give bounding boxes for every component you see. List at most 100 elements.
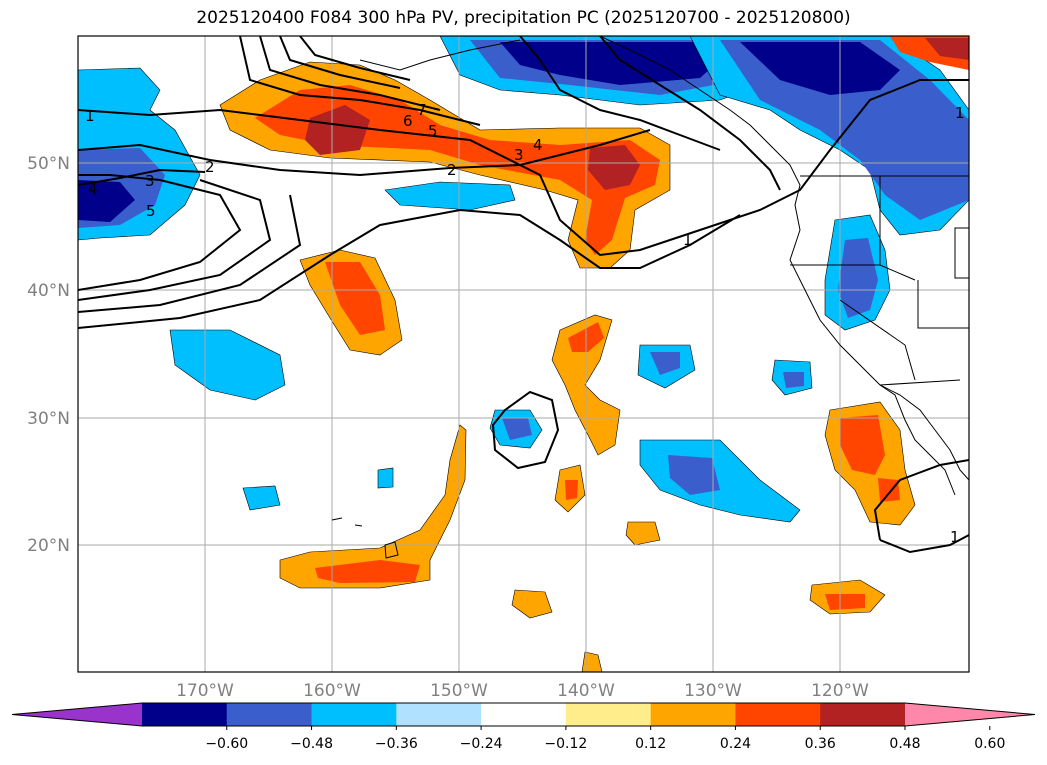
lat-label-30n: 30°N [27, 409, 70, 429]
lon-label-160w: 160°W [303, 681, 361, 701]
lat-label-50n: 50°N [27, 154, 70, 174]
colorbar-bin [650, 703, 736, 726]
contour-label: 1 [85, 107, 95, 125]
pv-contour-south-1 [873, 459, 969, 541]
pos-region-hawaii [279, 424, 467, 589]
colorbar-tick-label: −0.48 [290, 736, 333, 752]
neg-region-157w [377, 467, 394, 489]
contour-label: 6 [403, 112, 413, 130]
map-title: 2025120400 F084 300 hPa PV, precipitatio… [196, 8, 851, 28]
colorbar-extend-high [905, 703, 1035, 726]
pv-contour-3 [78, 168, 206, 186]
contour-label: 3 [514, 146, 524, 164]
colorbar: −0.60 −0.48 −0.36 −0.24 −0.12 0.12 0.24 0.36 0.4… [11, 702, 1036, 752]
colorbar-bin [142, 703, 228, 726]
neg-region-150w [384, 181, 516, 211]
pos-region-hawaii-core [315, 560, 420, 583]
lon-label-130w: 130°W [684, 681, 742, 701]
alaska-coast [359, 39, 521, 71]
neg-region-165w [169, 329, 286, 401]
north-america-coast [599, 36, 969, 481]
colorbar-bin [820, 703, 906, 726]
baja-coast [879, 384, 956, 496]
hawaii-island [384, 541, 399, 559]
neg-region-ne-core [740, 42, 900, 95]
pv-contour-ridge [519, 36, 721, 151]
coastlines [331, 36, 969, 559]
colorbar-bin [565, 703, 652, 726]
contour-label: 7 [417, 101, 427, 119]
neg-region-coast-core [838, 238, 878, 318]
colorbar-tick-label: −0.60 [205, 736, 248, 752]
pv-contour-jet-3 [279, 36, 401, 89]
pv-contour-1 [78, 79, 969, 257]
map-canvas: 1 2 3 4 5 6 7 5 4 3 2 1 1 1 [78, 36, 969, 672]
colorbar-bin [396, 703, 482, 726]
colorbar-bin [226, 703, 313, 726]
colorbar-tick-label: 0.36 [805, 736, 836, 752]
colorbar-tick-label: −0.36 [375, 736, 418, 752]
contour-label: 5 [428, 122, 438, 140]
pv-contours [78, 36, 969, 554]
neg-region-168w [242, 485, 281, 511]
colorbar-tick-label: 0.24 [720, 736, 751, 752]
colorbar-tick-label: 0.60 [974, 736, 1005, 752]
colorbar-bin [481, 703, 567, 726]
longitude-labels: 170°W 160°W 150°W 140°W 130°W 120°W [176, 681, 869, 701]
neg-region-135w-core [650, 352, 680, 375]
contour-label: 1 [683, 231, 693, 249]
pos-region-118w-core [840, 415, 885, 475]
pv-contour-west-2 [78, 179, 272, 301]
pos-region-121w-core [825, 594, 865, 610]
colorbar-bin [735, 703, 821, 726]
pos-region-ne-core [925, 38, 969, 60]
colorbar-tick-label: −0.12 [544, 736, 587, 752]
colorbar-extend-low [12, 703, 142, 726]
contour-label: 1 [950, 528, 960, 546]
state-line-5 [954, 227, 969, 279]
contour-label: 3 [145, 172, 155, 190]
neg-region-123w-core [783, 372, 804, 388]
state-line-2 [879, 176, 916, 281]
colorbar-bin [311, 703, 397, 726]
pv-contour-jet-4 [299, 36, 411, 81]
neg-region-145w-core [502, 418, 532, 440]
contour-label: 1 [955, 104, 965, 122]
pv-contour-west-3 [78, 194, 302, 313]
colorbar-tick-label: 0.12 [635, 736, 666, 752]
pv-contour-south-2 [879, 534, 969, 554]
state-line-4 [917, 280, 969, 329]
pv-contour-2 [78, 129, 651, 177]
contour-labels: 1 2 3 4 5 6 7 5 4 3 2 1 1 1 [85, 101, 965, 546]
map-frame [77, 35, 970, 673]
mexico-border [879, 379, 961, 386]
neg-region-130w-core [668, 455, 720, 495]
contour-label: 2 [447, 161, 457, 179]
pv-contour-jet-1 [239, 36, 481, 126]
pos-region-160w-core [325, 262, 385, 335]
contour-label: 5 [146, 202, 156, 220]
colorbar-tick-label: −0.24 [460, 736, 503, 752]
lat-label-20n: 20°N [27, 536, 70, 556]
state-line-3 [839, 299, 916, 381]
lon-label-150w: 150°W [430, 681, 488, 701]
pos-region-142w-core [565, 480, 578, 500]
pv-contour-west-1 [78, 174, 242, 291]
colorbar-outline [11, 702, 1036, 727]
neg-region-north-core [500, 42, 740, 85]
pv-contour-ridge-2 [599, 36, 781, 191]
pos-region-140w [551, 314, 621, 456]
pos-region-140w-south [581, 651, 603, 672]
contour-label: 4 [533, 136, 543, 154]
pos-region-jet-core-e [588, 145, 640, 190]
lat-label-40n: 40°N [27, 281, 70, 301]
pv-contour-jet-2 [259, 36, 441, 111]
contour-label: 4 [88, 180, 98, 198]
hawaii-island-2 [331, 517, 363, 527]
lon-label-120w: 120°W [811, 681, 869, 701]
latitude-labels: 50°N 40°N 30°N 20°N [27, 154, 70, 556]
neg-region-west-deep [78, 180, 135, 222]
lon-label-140w: 140°W [557, 681, 615, 701]
contour-label: 2 [205, 158, 215, 176]
